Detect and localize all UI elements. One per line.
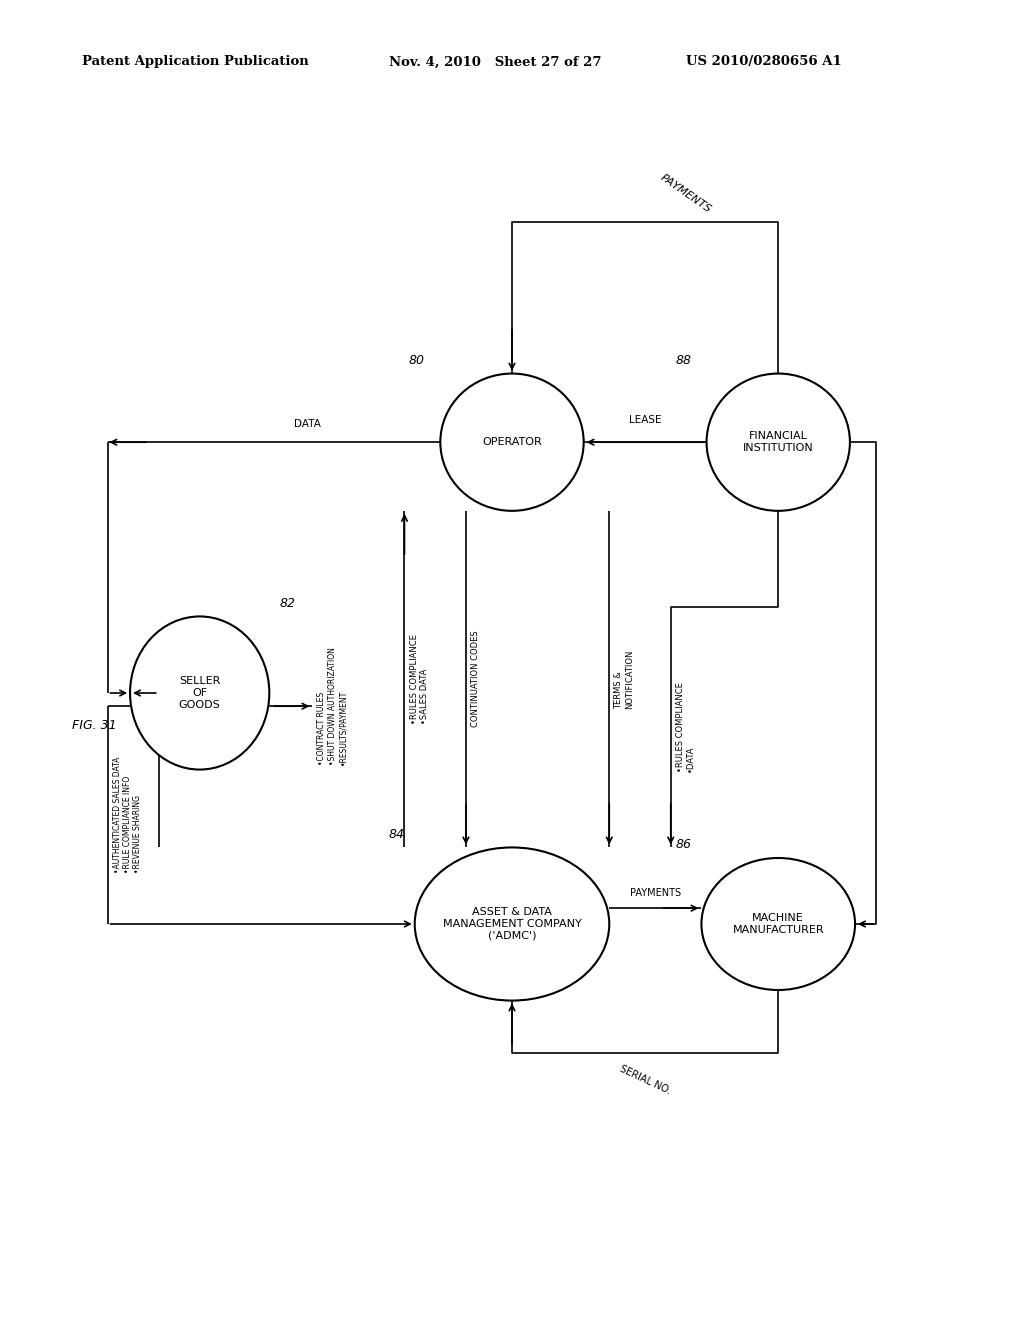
Ellipse shape bbox=[130, 616, 269, 770]
Text: FIG. 31: FIG. 31 bbox=[72, 719, 117, 733]
Text: US 2010/0280656 A1: US 2010/0280656 A1 bbox=[686, 55, 842, 69]
Text: ASSET & DATA
MANAGEMENT COMPANY
('ADMC'): ASSET & DATA MANAGEMENT COMPANY ('ADMC') bbox=[442, 907, 582, 941]
Text: OPERATOR: OPERATOR bbox=[482, 437, 542, 447]
Text: PAYMENTS: PAYMENTS bbox=[630, 887, 681, 898]
Ellipse shape bbox=[707, 374, 850, 511]
Text: CONTINUATION CODES: CONTINUATION CODES bbox=[471, 631, 480, 727]
Text: Patent Application Publication: Patent Application Publication bbox=[82, 55, 308, 69]
Text: TERMS &
NOTIFICATION: TERMS & NOTIFICATION bbox=[614, 649, 634, 709]
Ellipse shape bbox=[701, 858, 855, 990]
Text: LEASE: LEASE bbox=[629, 414, 662, 425]
Text: SERIAL NO.: SERIAL NO. bbox=[618, 1064, 672, 1096]
Ellipse shape bbox=[440, 374, 584, 511]
Text: PAYMENTS: PAYMENTS bbox=[658, 173, 714, 215]
Text: MACHINE
MANUFACTURER: MACHINE MANUFACTURER bbox=[732, 913, 824, 935]
Text: 84: 84 bbox=[388, 828, 404, 841]
Text: 80: 80 bbox=[409, 354, 425, 367]
Text: Nov. 4, 2010   Sheet 27 of 27: Nov. 4, 2010 Sheet 27 of 27 bbox=[389, 55, 602, 69]
Text: •RULES COMPLIANCE
•DATA: •RULES COMPLIANCE •DATA bbox=[676, 682, 695, 772]
Text: •AUTHENTICATED SALES DATA
•RULE COMPLIANCE INFO
•REVENUE SHARING: •AUTHENTICATED SALES DATA •RULE COMPLIAN… bbox=[113, 756, 142, 874]
Text: •RULES COMPLIANCE
•SALES DATA: •RULES COMPLIANCE •SALES DATA bbox=[410, 634, 429, 725]
Text: 86: 86 bbox=[675, 838, 691, 851]
Text: DATA: DATA bbox=[294, 418, 321, 429]
Text: 88: 88 bbox=[675, 354, 691, 367]
Text: •CONTRACT RULES
•SHUT DOWN AUTHORIZATION
•RESULTS/PAYMENT: •CONTRACT RULES •SHUT DOWN AUTHORIZATION… bbox=[317, 647, 347, 766]
Ellipse shape bbox=[415, 847, 609, 1001]
Text: SELLER
OF
GOODS: SELLER OF GOODS bbox=[179, 676, 220, 710]
Text: FINANCIAL
INSTITUTION: FINANCIAL INSTITUTION bbox=[742, 432, 814, 453]
Text: 82: 82 bbox=[280, 597, 296, 610]
